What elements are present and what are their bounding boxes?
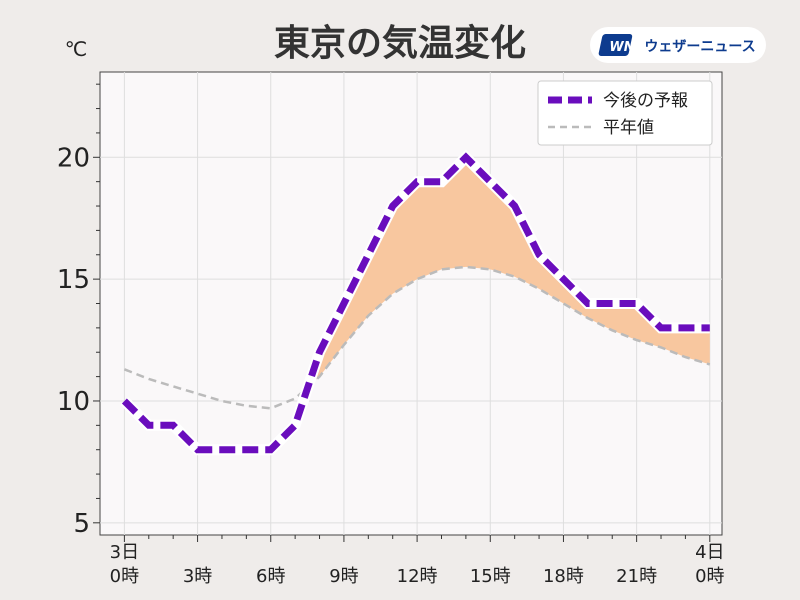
axes: 5 10 15 20 3日 0時 3時 6時 9時 12時 15時 18時 21時 4日 0時 — [57, 83, 725, 587]
x-tick-label: 0時 — [695, 566, 724, 587]
y-tick-label: 15 — [57, 265, 90, 295]
y-tick-label: 20 — [57, 143, 90, 173]
brand-name: ウェザーニュース — [644, 39, 755, 55]
legend: 今後の予報 平年値 — [537, 80, 713, 146]
y-tick-label: 5 — [73, 509, 90, 539]
brand-logo-background — [590, 27, 766, 63]
x-tick-label: 15時 — [470, 566, 511, 587]
y-axis-unit: ℃ — [65, 37, 87, 61]
x-tick-label: 21時 — [616, 566, 657, 587]
x-tick-label: 3日 — [110, 542, 139, 563]
y-tick-label: 10 — [57, 387, 90, 417]
x-tick-label: 6時 — [256, 566, 285, 587]
fill-between-area — [307, 157, 710, 387]
series-line-forecast — [121, 152, 710, 454]
chart-title: 東京の気温変化 — [274, 22, 526, 64]
series-layer — [120, 149, 711, 456]
legend-label-forecast: 今後の予報 — [603, 91, 688, 111]
brand-logo: WN ウェザーニュース — [590, 27, 766, 63]
fill-layer — [307, 157, 710, 387]
x-tick-label: 4日 — [695, 542, 724, 563]
brand-mark-icon — [598, 34, 633, 56]
x-tick-label: 9時 — [329, 566, 358, 587]
series-line-normal — [123, 265, 711, 410]
x-tick-label: 3時 — [183, 566, 212, 587]
legend-label-normal: 平年値 — [603, 118, 654, 138]
x-tick-label: 12時 — [397, 566, 438, 587]
x-tick-label: 18時 — [543, 566, 584, 587]
x-tick-label: 0時 — [110, 566, 139, 587]
brand-mark-text: WN — [609, 40, 634, 55]
